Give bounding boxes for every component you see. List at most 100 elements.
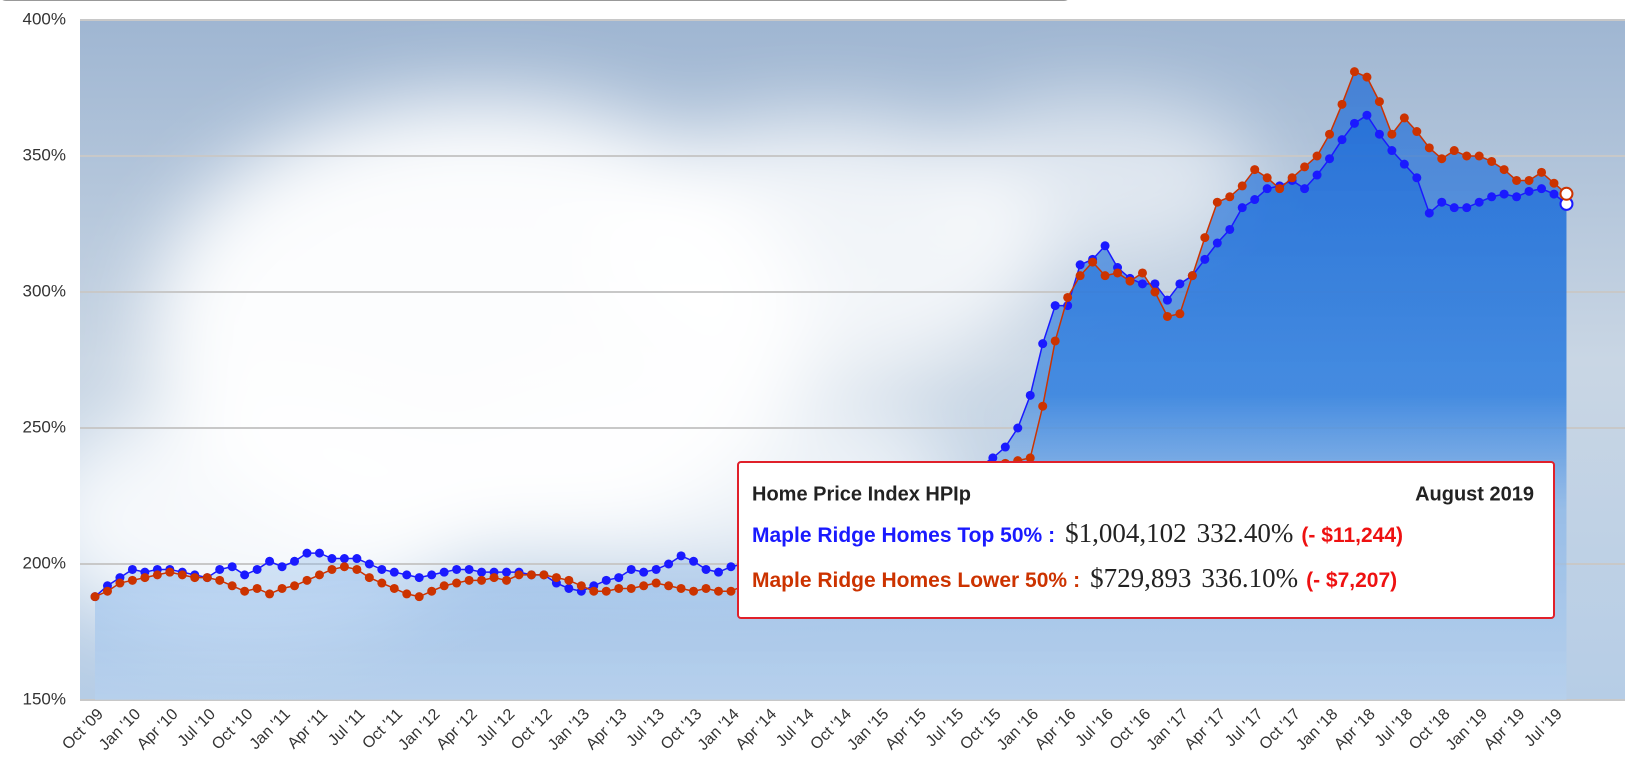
y-tick-label: 300% <box>23 281 66 300</box>
data-point <box>576 581 586 591</box>
data-point <box>414 592 424 602</box>
data-point <box>1487 192 1497 202</box>
data-point <box>1212 238 1222 248</box>
data-point <box>127 564 137 574</box>
data-point <box>377 564 387 574</box>
data-point <box>1349 67 1359 77</box>
data-point <box>701 583 711 593</box>
data-point <box>477 567 487 577</box>
data-point <box>1063 292 1073 302</box>
data-point <box>726 562 736 572</box>
data-point <box>1162 311 1172 321</box>
data-point <box>1225 192 1235 202</box>
data-point <box>464 564 474 574</box>
data-point <box>1537 167 1547 177</box>
data-point <box>1462 151 1472 161</box>
x-tick-label: Jan '17 <box>1144 706 1192 754</box>
data-point <box>1212 197 1222 207</box>
data-point <box>539 570 549 580</box>
data-point <box>601 586 611 596</box>
data-point <box>1113 268 1123 278</box>
data-point <box>1187 271 1197 281</box>
x-tick-label: Jan '19 <box>1443 706 1491 754</box>
data-point <box>614 573 624 583</box>
data-point <box>1262 184 1272 194</box>
data-point <box>252 564 262 574</box>
x-tick-label: Apr '16 <box>1032 706 1080 754</box>
data-point <box>1088 257 1098 267</box>
data-point <box>551 573 561 583</box>
data-point <box>1437 154 1447 164</box>
data-point <box>452 564 462 574</box>
data-point <box>102 586 112 596</box>
data-point <box>626 564 636 574</box>
data-point <box>1499 165 1509 175</box>
data-point <box>502 567 512 577</box>
data-point <box>601 575 611 585</box>
data-point <box>140 573 150 583</box>
data-point <box>1025 453 1035 463</box>
data-point <box>1250 195 1260 205</box>
x-tick-label: Jan '15 <box>844 706 892 754</box>
data-point <box>1512 192 1522 202</box>
data-point <box>526 570 536 580</box>
data-point <box>1150 287 1160 297</box>
tooltip: Home Price Index HPIp August 2019 Maple … <box>737 461 1555 619</box>
data-point <box>1524 186 1534 196</box>
data-point <box>1262 173 1272 183</box>
data-point <box>302 548 312 558</box>
data-point <box>402 570 412 580</box>
data-point <box>389 567 399 577</box>
data-point <box>1137 268 1147 278</box>
data-point <box>564 575 574 585</box>
data-point <box>265 589 275 599</box>
y-tick-label: 250% <box>23 417 66 436</box>
x-tick-label: Apr '10 <box>134 706 182 754</box>
data-point <box>1200 254 1210 264</box>
data-point <box>377 578 387 588</box>
data-point <box>290 556 300 566</box>
data-point <box>1549 178 1559 188</box>
y-tick-label: 200% <box>23 553 66 572</box>
data-point <box>1038 401 1048 411</box>
data-point <box>1075 260 1085 270</box>
data-point <box>277 583 287 593</box>
data-point <box>514 570 524 580</box>
data-point <box>265 556 275 566</box>
data-point <box>1100 241 1110 251</box>
data-point <box>1100 271 1110 281</box>
data-point <box>1362 72 1372 82</box>
data-point <box>389 583 399 593</box>
data-point <box>1474 197 1484 207</box>
data-point <box>215 575 225 585</box>
series-name: Maple Ridge Homes Top 50% <box>752 524 1042 547</box>
data-point <box>502 575 512 585</box>
price: $1,004,102 <box>1065 518 1187 548</box>
x-tick-label: Apr '13 <box>583 706 631 754</box>
data-point <box>651 578 661 588</box>
data-point <box>127 575 137 585</box>
data-point <box>1524 175 1534 185</box>
data-point <box>714 586 723 596</box>
x-tick-label: Jan '10 <box>96 706 144 754</box>
data-point <box>1175 309 1185 319</box>
data-point <box>302 575 312 585</box>
data-point <box>240 570 250 580</box>
tooltip-title: Home Price Index HPIp <box>752 483 971 505</box>
data-point <box>364 559 374 569</box>
data-point <box>1038 339 1048 349</box>
data-point <box>1387 146 1397 156</box>
data-point <box>701 564 711 574</box>
data-point <box>1312 170 1322 180</box>
x-tick-label: Jan '12 <box>395 706 443 754</box>
data-point <box>1300 184 1310 194</box>
percent: 336.10% <box>1201 563 1298 593</box>
data-point <box>651 564 661 574</box>
data-point <box>689 586 699 596</box>
data-point <box>1162 295 1172 305</box>
data-point <box>1424 208 1434 218</box>
x-tick-label: Apr '17 <box>1182 706 1230 754</box>
data-point <box>564 583 574 593</box>
x-tick-label: Jan '11 <box>247 706 294 753</box>
